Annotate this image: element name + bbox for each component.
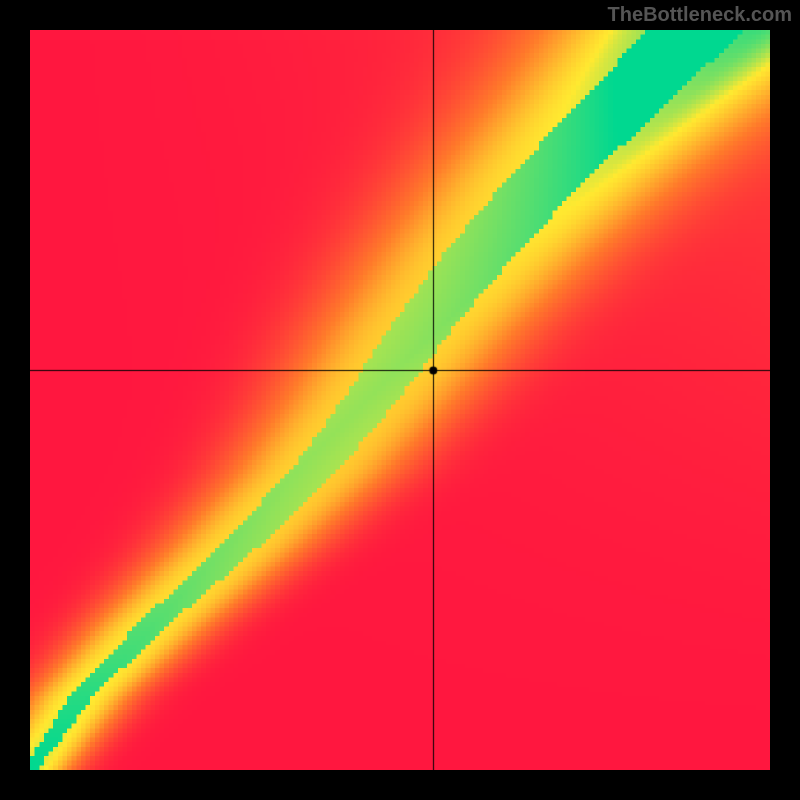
heatmap-canvas bbox=[30, 30, 770, 770]
chart-container: TheBottleneck.com bbox=[0, 0, 800, 800]
source-watermark: TheBottleneck.com bbox=[608, 4, 792, 27]
plot-area bbox=[30, 30, 770, 770]
